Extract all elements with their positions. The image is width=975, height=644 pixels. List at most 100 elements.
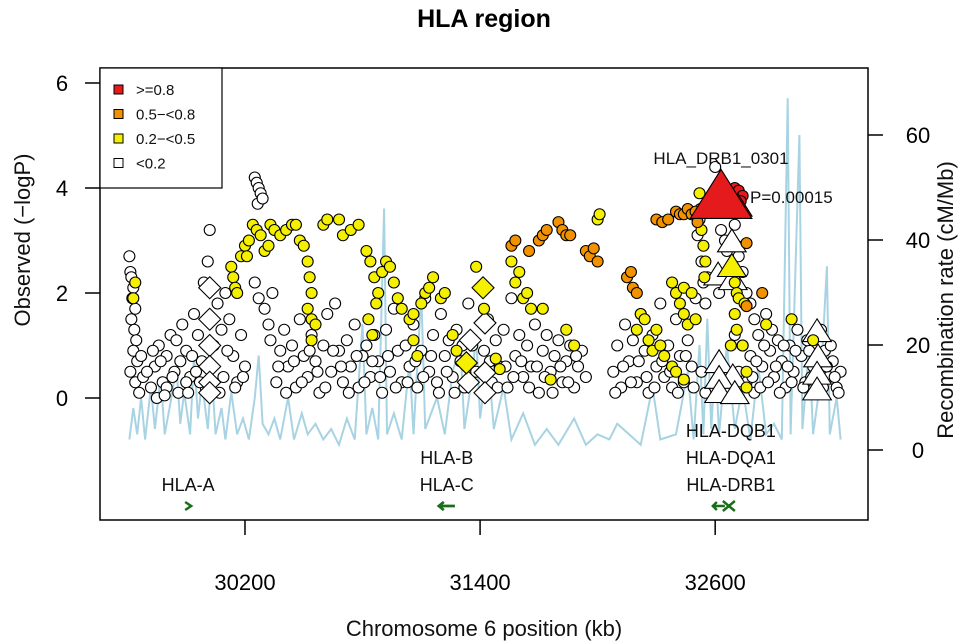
gene-label: HLA-A [162, 475, 215, 495]
snp-point-yellow [760, 318, 773, 331]
snp-point-yellow [740, 365, 753, 378]
snp-point-white [182, 386, 195, 399]
snp-point-white [189, 365, 203, 378]
snp-point-yellow [785, 313, 798, 326]
snp-point-white [389, 381, 402, 394]
snp-point-white [430, 376, 444, 389]
snp-point-yellow [673, 297, 686, 310]
x-tick-label: 31400 [449, 570, 510, 595]
snp-point-yellow [693, 187, 706, 200]
y2-axis-label: Recombination rate (cM/Mb) [933, 161, 958, 439]
snp-point-orange [587, 242, 600, 255]
x-tick-label: 32600 [685, 570, 746, 595]
snp-point-white [329, 297, 342, 310]
index-snp-pvalue: P=0.00015 [750, 188, 833, 207]
gene-label: HLA-C [420, 475, 474, 495]
snp-point-orange [756, 286, 769, 300]
snp-point-yellow [536, 302, 549, 315]
snp-diamond-white [197, 380, 222, 405]
snp-point-yellow [364, 255, 377, 268]
snp-point-white [536, 344, 549, 357]
snp-point-white [681, 334, 694, 347]
snp-point-white [515, 355, 528, 368]
y-tick-label: 4 [56, 176, 68, 201]
snp-point-white [274, 344, 287, 357]
snp-point-white [325, 365, 338, 378]
snp-point-white [548, 349, 561, 363]
snp-point-white [679, 349, 692, 363]
snp-diamond-white [458, 328, 483, 353]
snp-point-yellow [489, 352, 502, 365]
snp-point-yellow [332, 213, 346, 226]
snp-point-white [201, 255, 214, 268]
snp-point-yellow [231, 286, 244, 300]
snp-point-white [266, 286, 279, 300]
snp-point-white [336, 376, 349, 389]
snp-diamond-white [473, 311, 497, 335]
snp-point-white [256, 192, 269, 205]
snp-point-white [221, 344, 234, 357]
snp-point-white [270, 376, 283, 389]
snp-point-white [252, 292, 265, 305]
snp-point-white [219, 286, 232, 300]
snp-point-white [713, 286, 726, 300]
snp-point-white [709, 160, 722, 174]
snp-point-white [258, 302, 271, 315]
snp-point-white [554, 360, 567, 373]
snp-triangle-white [716, 228, 748, 253]
snp-point-white [287, 355, 301, 368]
snp-point-white [773, 386, 786, 399]
snp-point-yellow [509, 276, 522, 289]
snp-point-white [133, 386, 146, 399]
snp-point-yellow [372, 286, 385, 300]
legend-swatch-white [113, 158, 124, 168]
y2-tick-label: 20 [906, 333, 930, 358]
snp-point-yellow [642, 334, 655, 347]
snp-point-white [158, 389, 171, 402]
snp-point-white [293, 313, 306, 326]
snp-point-yellow [493, 363, 506, 376]
gene-arrow-left-icon [436, 501, 455, 511]
snp-point-yellow [697, 239, 710, 252]
snp-point-orange [591, 255, 604, 268]
snp-point-white [285, 339, 299, 352]
snp-point-white [699, 297, 712, 310]
x-axis-label: Chromosome 6 position (kb) [346, 616, 622, 641]
snp-point-white [366, 355, 379, 368]
snp-point-yellow [666, 276, 679, 289]
snp-point-yellow [544, 373, 557, 386]
snp-point-white [235, 328, 248, 342]
snp-point-yellow [225, 260, 238, 273]
snp-point-white [685, 360, 698, 373]
chart-title: HLA region [417, 5, 551, 33]
snp-point-white [295, 376, 308, 389]
snp-point-white [124, 365, 137, 378]
snp-point-white [640, 370, 653, 384]
legend-swatch-yellow [113, 133, 124, 144]
snp-point-yellow [450, 344, 463, 357]
snp-point-yellow [387, 276, 400, 289]
snp-point-white [379, 323, 393, 336]
snp-point-yellow [309, 318, 322, 331]
snp-point-white [432, 386, 445, 399]
legend-label-white: <0.2 [136, 156, 166, 173]
snp-point-yellow [438, 286, 451, 300]
snp-point-white [540, 328, 553, 342]
snp-point-yellow [383, 260, 397, 273]
snp-point-white [607, 365, 620, 378]
snp-point-yellow [477, 302, 491, 315]
y2-tick-label: 40 [906, 228, 930, 253]
snp-point-white [781, 360, 794, 373]
y2-tick-label: 0 [912, 438, 924, 463]
snp-point-yellow [698, 271, 711, 284]
snp-point-white [609, 386, 622, 399]
x-tick-label: 30200 [214, 570, 275, 595]
snp-point-yellow [728, 307, 741, 321]
snp-point-orange [740, 300, 753, 313]
snp-point-white [381, 349, 395, 363]
snp-point-yellow [505, 255, 518, 268]
legend-swatch-orange [113, 109, 124, 119]
snp-point-yellow [395, 302, 408, 315]
snp-point-yellow [560, 323, 573, 336]
snp-point-white [348, 318, 361, 331]
